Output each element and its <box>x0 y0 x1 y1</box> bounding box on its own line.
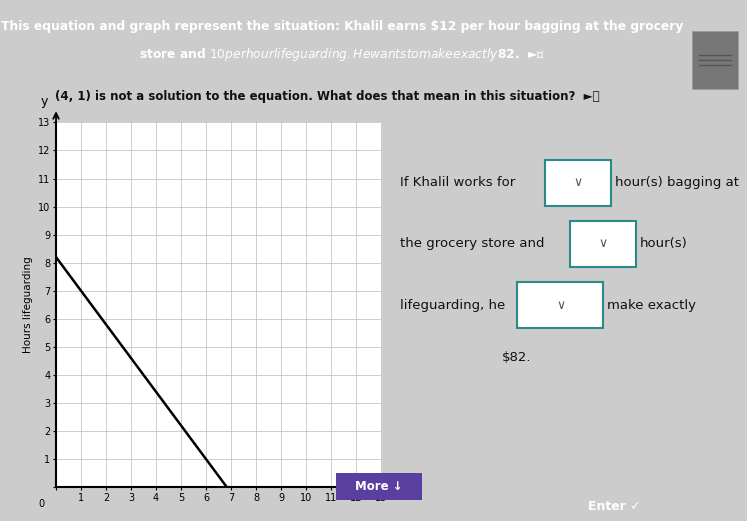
Text: lifeguarding, he: lifeguarding, he <box>400 299 505 312</box>
FancyBboxPatch shape <box>545 159 611 205</box>
Text: y: y <box>41 95 49 108</box>
Text: hour(s) bagging at: hour(s) bagging at <box>616 176 740 189</box>
Text: 12x + 10y = 82: 12x + 10y = 82 <box>236 130 352 145</box>
FancyBboxPatch shape <box>570 221 636 267</box>
FancyBboxPatch shape <box>332 471 427 502</box>
FancyBboxPatch shape <box>517 282 603 328</box>
Text: More ↓: More ↓ <box>356 480 403 493</box>
Text: 0: 0 <box>38 499 44 509</box>
Text: (4, 1) is not a solution to the equation. What does that mean in this situation?: (4, 1) is not a solution to the equation… <box>55 90 599 103</box>
Text: This equation and graph represent the situation: Khalil earns $12 per hour baggi: This equation and graph represent the si… <box>1 20 683 33</box>
Text: ∨: ∨ <box>574 176 583 189</box>
FancyBboxPatch shape <box>692 31 738 89</box>
Text: ∨: ∨ <box>598 238 607 250</box>
Text: store and $10 per hour lifeguarding. He wants to make exactly $82.  ►⧗: store and $10 per hour lifeguarding. He … <box>139 45 545 63</box>
Text: Enter ✓: Enter ✓ <box>588 500 641 513</box>
Text: make exactly: make exactly <box>607 299 696 312</box>
Text: If Khalil works for: If Khalil works for <box>400 176 515 189</box>
Text: the grocery store and: the grocery store and <box>400 238 544 250</box>
Text: $82.: $82. <box>502 351 531 364</box>
Text: hour(s): hour(s) <box>640 238 688 250</box>
Y-axis label: Hours lifeguarding: Hours lifeguarding <box>22 256 33 353</box>
Text: ∨: ∨ <box>557 299 566 312</box>
